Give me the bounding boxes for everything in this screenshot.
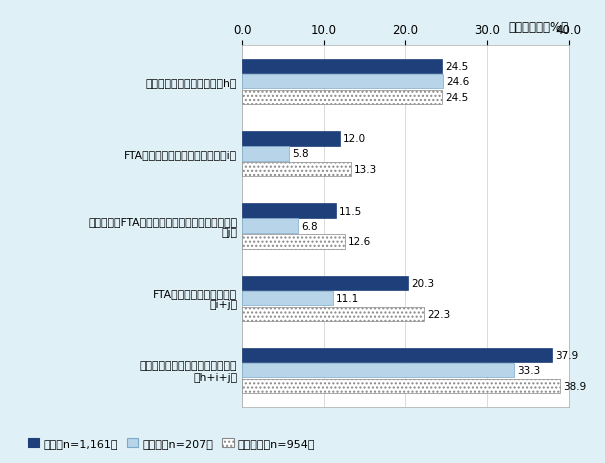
Text: 12.6: 12.6 (348, 237, 371, 247)
Legend: 全体（n=1,161）, 大企業（n=207）, 中小企業（n=954）: 全体（n=1,161）, 大企業（n=207）, 中小企業（n=954） (24, 433, 320, 453)
Bar (242, 219, 298, 233)
Text: 11.5: 11.5 (339, 206, 362, 216)
Text: 24.5: 24.5 (445, 62, 469, 72)
Text: 38.9: 38.9 (563, 381, 586, 391)
Bar (242, 163, 351, 177)
Text: 6.8: 6.8 (301, 221, 318, 231)
Bar (242, 363, 514, 377)
Text: 37.9: 37.9 (555, 350, 578, 360)
Bar (242, 132, 340, 146)
Bar (242, 91, 442, 105)
Text: 11.1: 11.1 (336, 293, 359, 303)
Text: 13.3: 13.3 (354, 165, 377, 175)
Text: 24.5: 24.5 (445, 93, 469, 103)
Text: 22.3: 22.3 (427, 309, 451, 319)
Bar (242, 235, 345, 249)
Text: 20.3: 20.3 (411, 278, 434, 288)
Text: 12.0: 12.0 (343, 134, 367, 144)
Text: 24.6: 24.6 (446, 77, 469, 87)
Bar (242, 348, 552, 363)
Text: 33.3: 33.3 (517, 365, 540, 375)
Text: 5.8: 5.8 (293, 149, 309, 159)
Bar (242, 204, 336, 218)
Bar (242, 291, 333, 306)
Bar (242, 379, 560, 394)
Bar (242, 307, 424, 321)
Bar (242, 276, 408, 290)
Bar (242, 147, 289, 161)
Text: （複数回答、%）: （複数回答、%） (509, 21, 569, 34)
Bar (242, 60, 442, 74)
Bar (242, 75, 443, 89)
